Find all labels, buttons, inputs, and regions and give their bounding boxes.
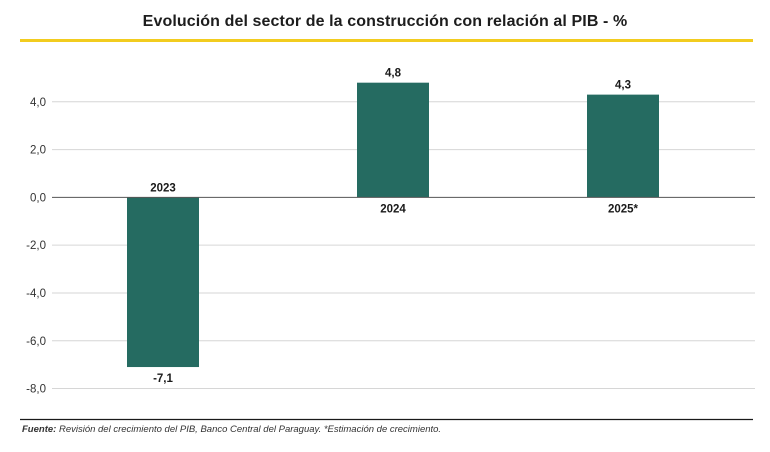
bar-2025 (587, 94, 659, 198)
y-tick-label: -2,0 (26, 240, 46, 252)
y-tick-label: -6,0 (26, 336, 46, 348)
y-tick-label: 4,0 (30, 97, 46, 109)
y-tick-label: -8,0 (26, 384, 46, 396)
bar-2024 (357, 82, 429, 198)
source-text: Revisión del crecimiento del PIB, Banco … (56, 424, 442, 435)
data-label: 4,3 (615, 80, 631, 92)
title-underline (20, 39, 753, 42)
bar-2023 (127, 197, 199, 368)
source-label: Fuente: (22, 424, 57, 435)
category-label: 2023 (150, 182, 176, 194)
category-label: 2024 (380, 203, 406, 215)
y-tick-label: 0,0 (30, 192, 46, 204)
data-label: 4,8 (385, 68, 402, 80)
data-label: -7,1 (153, 373, 173, 385)
y-tick-label: -4,0 (26, 288, 46, 300)
y-tick-label: 2,0 (30, 145, 46, 157)
source-note: Fuente: Revisión del crecimiento del PIB… (22, 424, 441, 435)
category-label: 2025* (608, 203, 639, 215)
chart-title: Evolución del sector de la construcción … (142, 13, 628, 30)
